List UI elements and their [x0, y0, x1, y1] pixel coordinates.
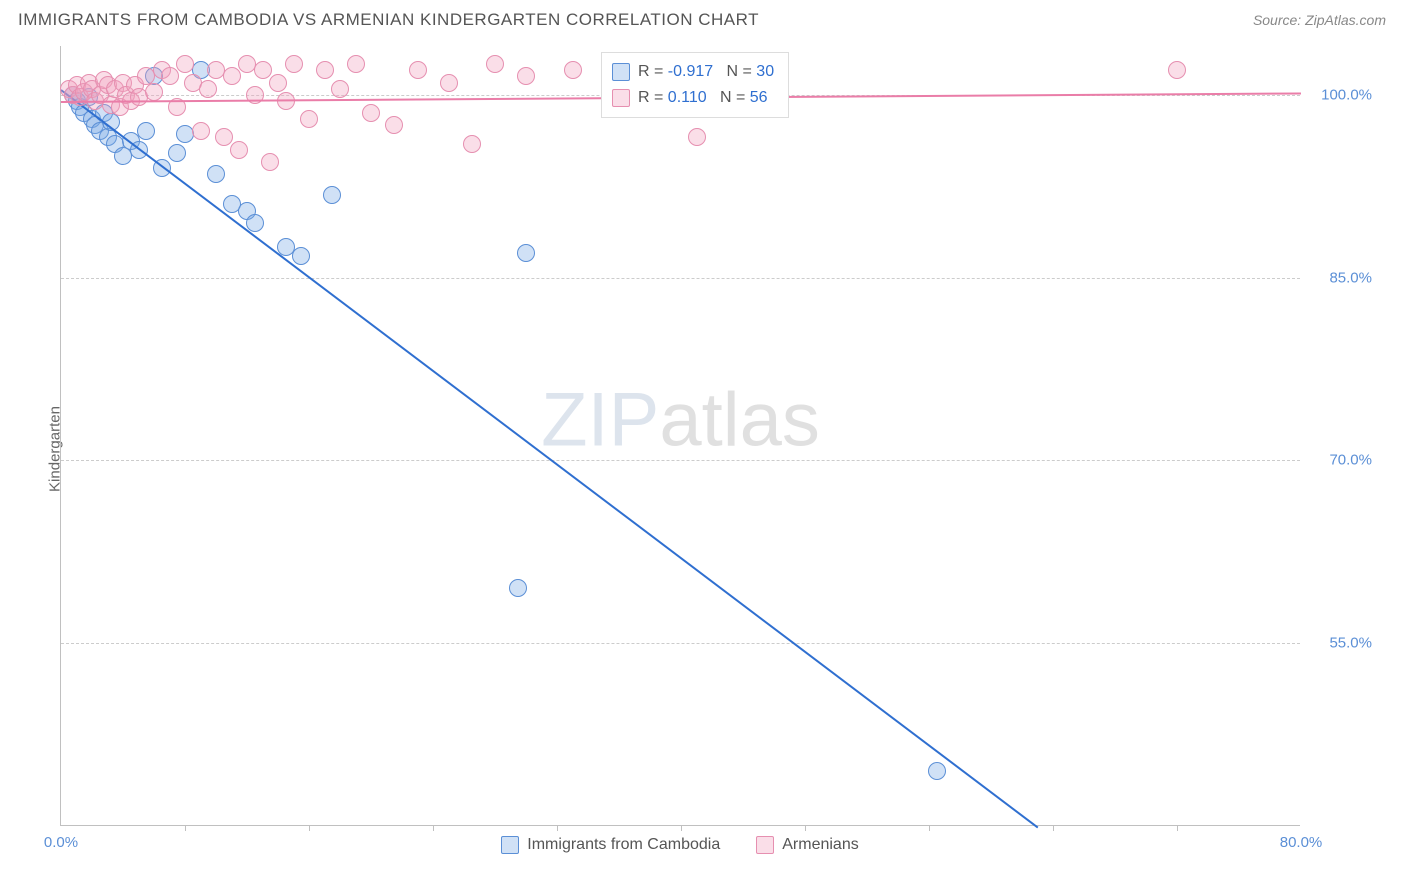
data-point — [509, 579, 527, 597]
legend-label: Immigrants from Cambodia — [527, 836, 720, 854]
x-tick-mark — [433, 825, 434, 831]
legend-text: R = 0.110 N = 56 — [638, 85, 768, 111]
series-legend-item: Immigrants from Cambodia — [501, 836, 720, 854]
y-tick-label: 85.0% — [1308, 269, 1372, 286]
data-point — [385, 116, 403, 134]
data-point — [199, 80, 217, 98]
x-tick-mark — [929, 825, 930, 831]
data-point — [261, 153, 279, 171]
legend-swatch — [612, 63, 630, 81]
data-point — [486, 55, 504, 73]
stats-legend: R = -0.917 N = 30R = 0.110 N = 56 — [601, 52, 789, 118]
data-point — [137, 122, 155, 140]
legend-row: R = 0.110 N = 56 — [612, 85, 774, 111]
watermark-zip: ZIP — [541, 377, 659, 462]
data-point — [1168, 61, 1186, 79]
chart-title: IMMIGRANTS FROM CAMBODIA VS ARMENIAN KIN… — [18, 10, 759, 30]
data-point — [145, 83, 163, 101]
chart-area: Kindergarten ZIPatlas R = -0.917 N = 30R… — [48, 46, 1386, 852]
data-point — [215, 128, 233, 146]
data-point — [269, 74, 287, 92]
x-tick-mark — [1053, 825, 1054, 831]
x-tick-mark — [805, 825, 806, 831]
data-point — [688, 128, 706, 146]
data-point — [161, 67, 179, 85]
data-point — [223, 67, 241, 85]
data-point — [517, 67, 535, 85]
data-point — [928, 762, 946, 780]
data-point — [347, 55, 365, 73]
data-point — [440, 74, 458, 92]
data-point — [323, 186, 341, 204]
gridline-h — [61, 460, 1300, 461]
data-point — [292, 247, 310, 265]
data-point — [176, 55, 194, 73]
data-point — [254, 61, 272, 79]
y-tick-label: 70.0% — [1308, 452, 1372, 469]
x-tick-mark — [1177, 825, 1178, 831]
legend-label: Armenians — [782, 836, 858, 854]
legend-text: R = -0.917 N = 30 — [638, 59, 774, 85]
data-point — [192, 122, 210, 140]
data-point — [517, 244, 535, 262]
trend-line — [60, 89, 1038, 828]
data-point — [168, 144, 186, 162]
data-point — [207, 165, 225, 183]
watermark: ZIPatlas — [541, 376, 820, 463]
x-tick-mark — [557, 825, 558, 831]
data-point — [362, 104, 380, 122]
x-tick-mark — [309, 825, 310, 831]
legend-swatch — [612, 89, 630, 107]
x-tick-mark — [681, 825, 682, 831]
source-label: Source: ZipAtlas.com — [1253, 12, 1386, 28]
y-tick-label: 55.0% — [1308, 635, 1372, 652]
x-tick-mark — [185, 825, 186, 831]
y-tick-label: 100.0% — [1308, 86, 1372, 103]
data-point — [300, 110, 318, 128]
data-point — [564, 61, 582, 79]
legend-swatch — [756, 836, 774, 854]
legend-row: R = -0.917 N = 30 — [612, 59, 774, 85]
legend-swatch — [501, 836, 519, 854]
gridline-h — [61, 278, 1300, 279]
data-point — [316, 61, 334, 79]
series-legend: Immigrants from Cambodia Armenians — [60, 836, 1300, 859]
data-point — [230, 141, 248, 159]
data-point — [331, 80, 349, 98]
data-point — [463, 135, 481, 153]
watermark-atlas: atlas — [659, 377, 820, 462]
series-legend-item: Armenians — [756, 836, 858, 854]
data-point — [246, 214, 264, 232]
gridline-h — [61, 643, 1300, 644]
data-point — [285, 55, 303, 73]
plot-region: ZIPatlas R = -0.917 N = 30R = 0.110 N = … — [60, 46, 1300, 826]
data-point — [409, 61, 427, 79]
